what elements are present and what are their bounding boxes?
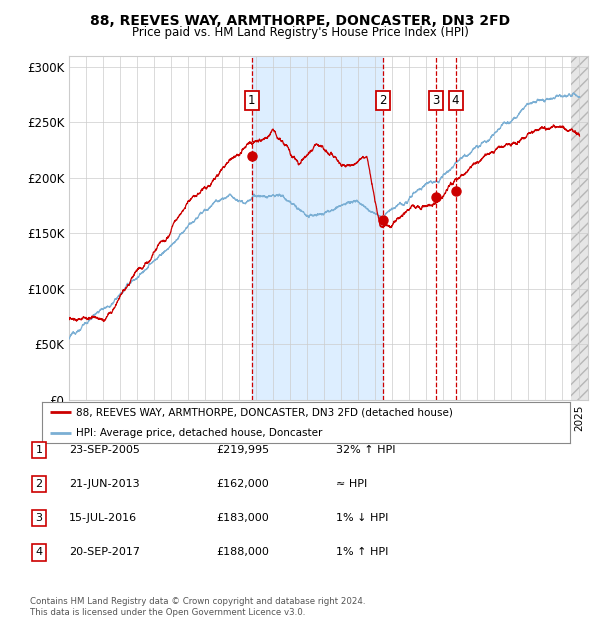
- Bar: [251, 56, 383, 400]
- Text: 21-JUN-2013: 21-JUN-2013: [69, 479, 140, 489]
- Text: 1% ↓ HPI: 1% ↓ HPI: [336, 513, 388, 523]
- Text: 4: 4: [452, 94, 460, 107]
- Text: 88, REEVES WAY, ARMTHORPE, DONCASTER, DN3 2FD (detached house): 88, REEVES WAY, ARMTHORPE, DONCASTER, DN…: [76, 407, 453, 417]
- Text: 20-SEP-2017: 20-SEP-2017: [69, 547, 140, 557]
- Text: £162,000: £162,000: [216, 479, 269, 489]
- Text: 1: 1: [248, 94, 256, 107]
- Text: 1% ↑ HPI: 1% ↑ HPI: [336, 547, 388, 557]
- Text: 4: 4: [35, 547, 43, 557]
- Text: 1: 1: [35, 445, 43, 455]
- Text: HPI: Average price, detached house, Doncaster: HPI: Average price, detached house, Donc…: [76, 428, 323, 438]
- Text: 15-JUL-2016: 15-JUL-2016: [69, 513, 137, 523]
- Text: Contains HM Land Registry data © Crown copyright and database right 2024.
This d: Contains HM Land Registry data © Crown c…: [30, 598, 365, 617]
- Text: £219,995: £219,995: [216, 445, 269, 455]
- Text: 2: 2: [35, 479, 43, 489]
- Text: Price paid vs. HM Land Registry's House Price Index (HPI): Price paid vs. HM Land Registry's House …: [131, 26, 469, 39]
- Text: 88, REEVES WAY, ARMTHORPE, DONCASTER, DN3 2FD: 88, REEVES WAY, ARMTHORPE, DONCASTER, DN…: [90, 14, 510, 28]
- Text: 32% ↑ HPI: 32% ↑ HPI: [336, 445, 395, 455]
- Bar: [571, 56, 588, 400]
- Text: £183,000: £183,000: [216, 513, 269, 523]
- Text: 3: 3: [432, 94, 439, 107]
- Text: £188,000: £188,000: [216, 547, 269, 557]
- Text: 2: 2: [380, 94, 387, 107]
- Text: 3: 3: [35, 513, 43, 523]
- Text: 23-SEP-2005: 23-SEP-2005: [69, 445, 140, 455]
- Text: ≈ HPI: ≈ HPI: [336, 479, 367, 489]
